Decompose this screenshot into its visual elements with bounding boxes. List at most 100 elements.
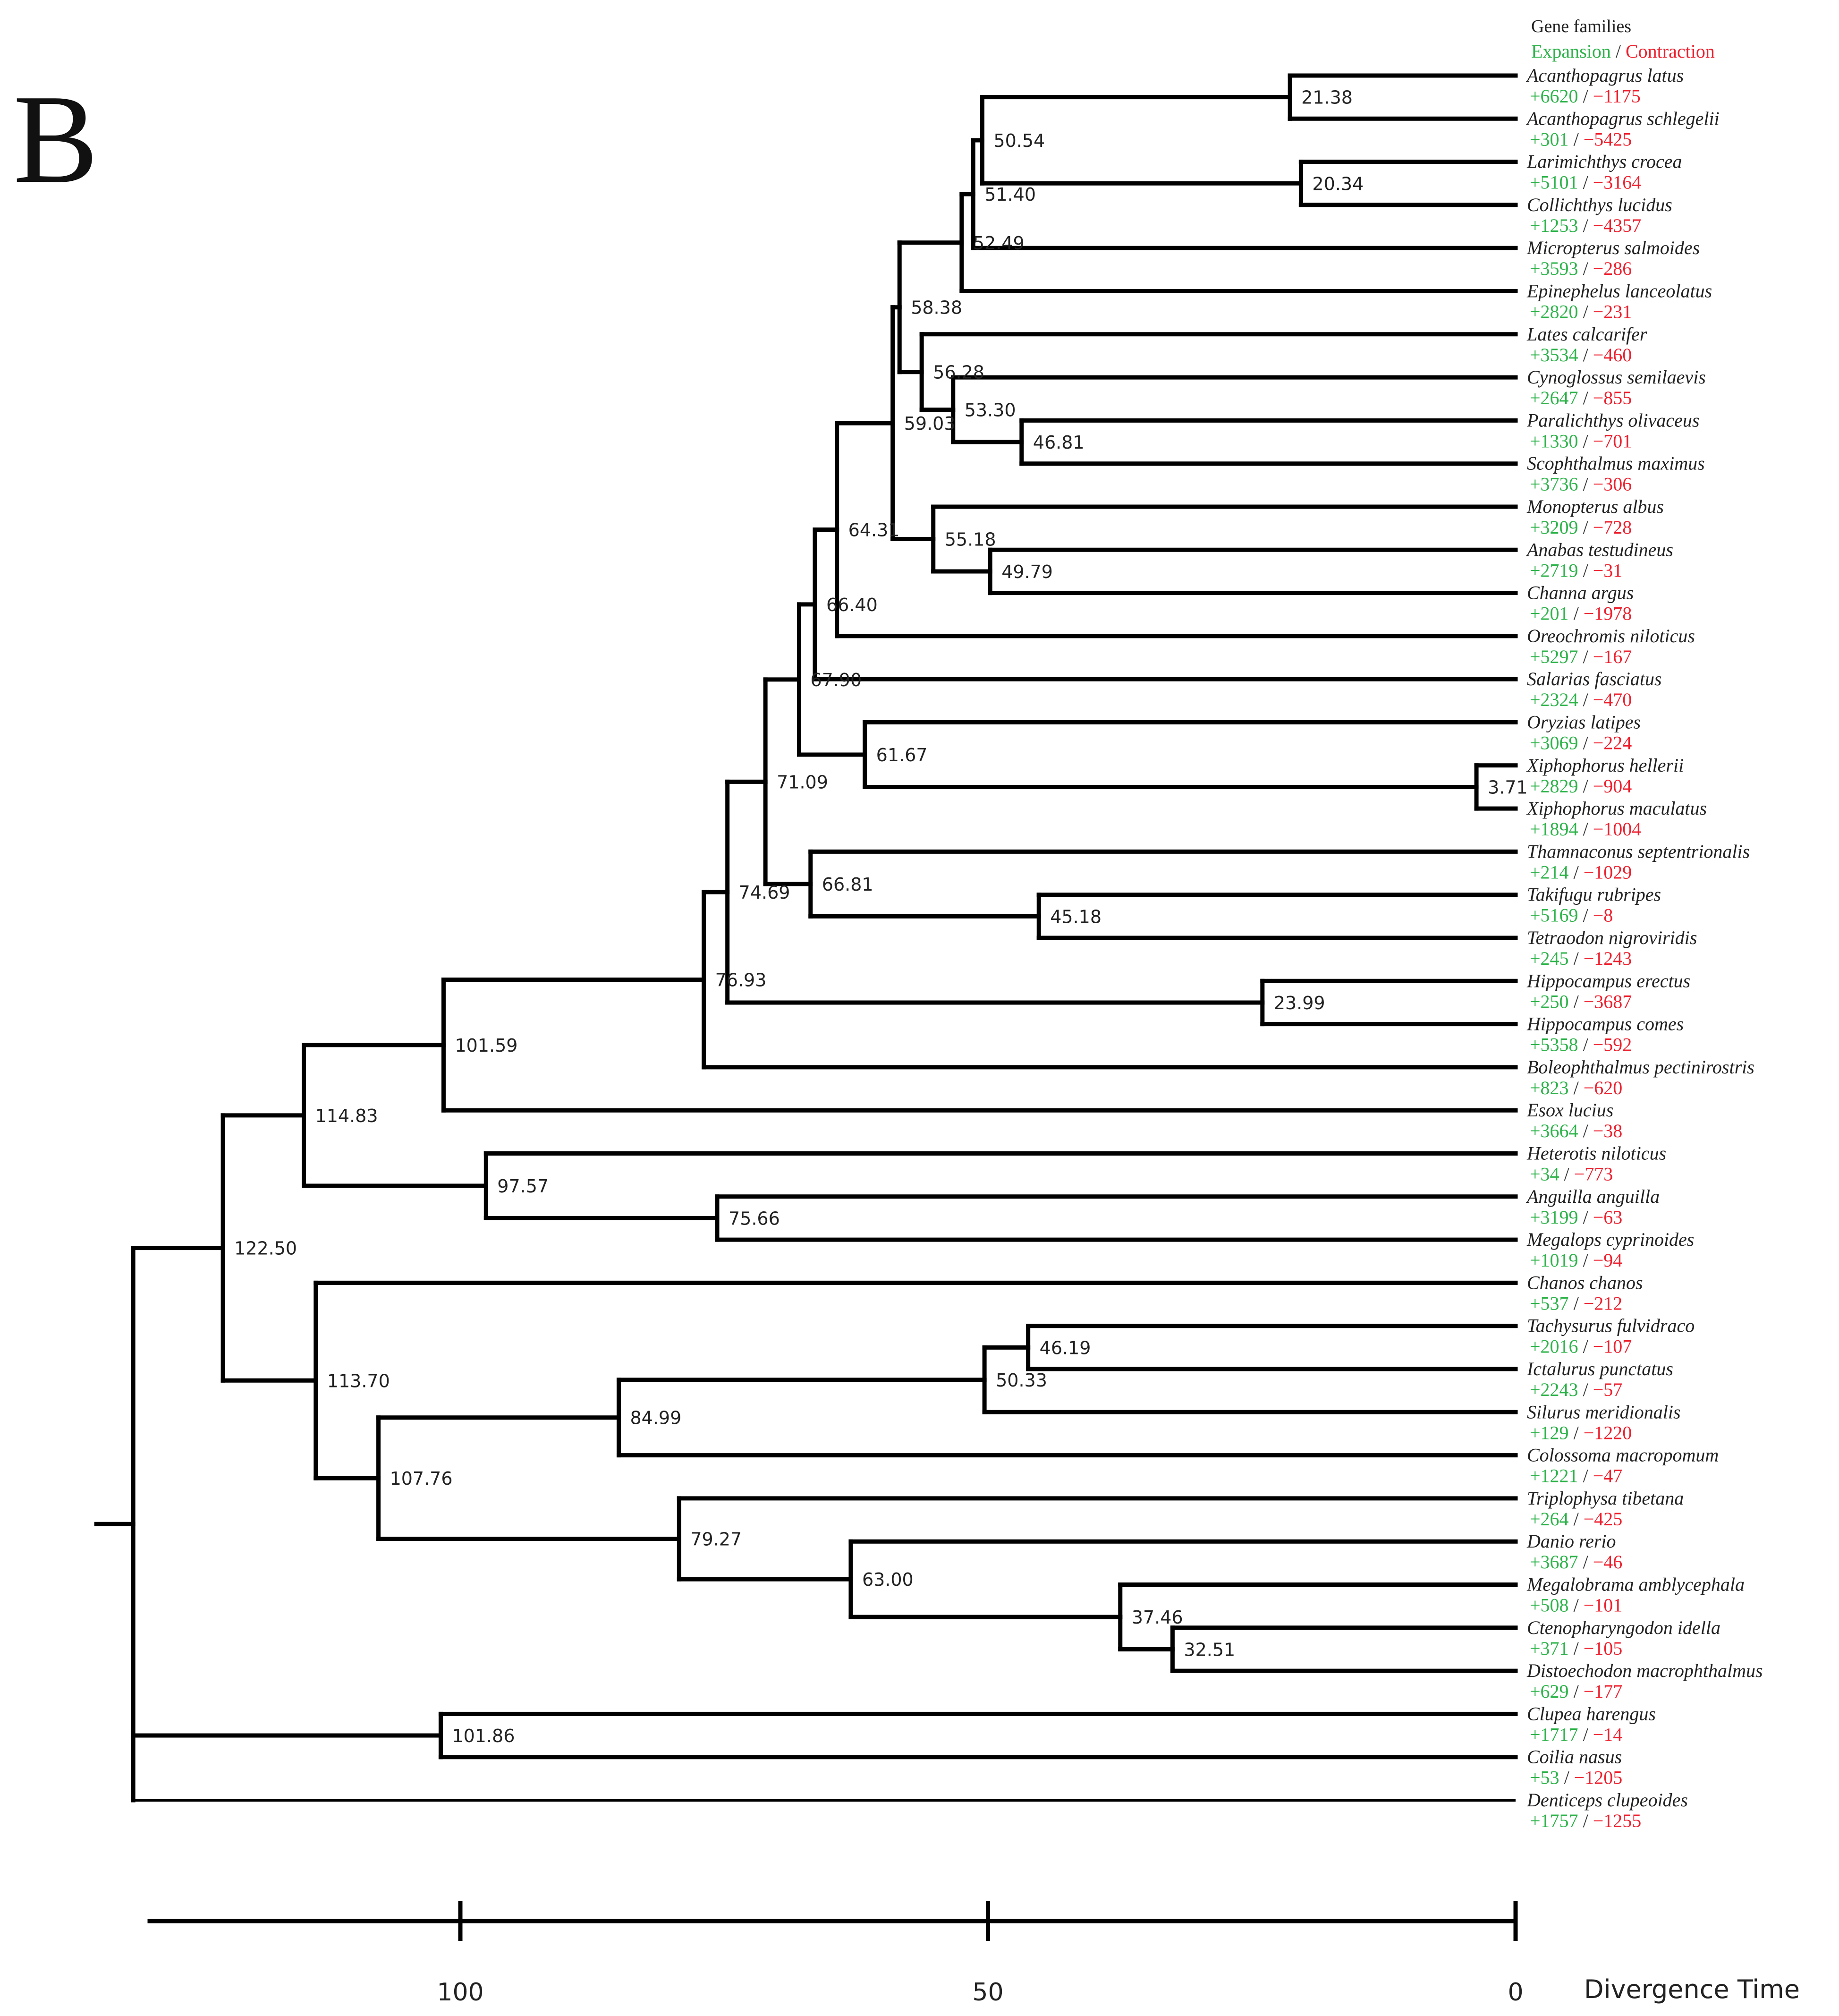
gene-family-counts: +2016 / −107 — [1530, 1336, 1632, 1357]
expansion-count: +6620 — [1530, 85, 1578, 107]
contraction-count: −3164 — [1593, 172, 1642, 193]
contraction-count: −1255 — [1593, 1810, 1642, 1831]
expansion-count: +3664 — [1530, 1120, 1578, 1141]
axis-title: Divergence Time — [1584, 1974, 1800, 2004]
expansion-count: +1253 — [1530, 215, 1578, 236]
count-separator: / — [1578, 85, 1593, 107]
count-separator: / — [1559, 1164, 1574, 1185]
taxon-name: Oryzias latipes — [1527, 712, 1641, 733]
gene-family-counts: +1253 / −4357 — [1530, 215, 1641, 236]
gene-family-counts: +3687 / −46 — [1530, 1551, 1622, 1573]
node-age-label: 45.18 — [1050, 906, 1102, 927]
gene-family-counts: +2820 / −231 — [1530, 301, 1632, 323]
taxon-name: Danio rerio — [1526, 1531, 1616, 1552]
gene-family-counts: +1717 / −14 — [1530, 1724, 1622, 1745]
gene-family-counts: +201 / −1978 — [1530, 603, 1632, 624]
contraction-count: −177 — [1584, 1681, 1623, 1702]
taxon-name: Chanos chanos — [1527, 1272, 1643, 1293]
taxon-labels: Acanthopagrus latus+6620 / −1175Acanthop… — [1525, 65, 1763, 1831]
count-separator: / — [1569, 128, 1584, 150]
taxon-name: Ictalurus punctatus — [1526, 1358, 1673, 1379]
taxon-name: Boleophthalmus pectinirostris — [1527, 1056, 1754, 1078]
node-age-label: 74.69 — [739, 882, 790, 903]
count-separator: / — [1578, 1034, 1593, 1055]
node-age-label: 66.81 — [822, 874, 873, 895]
node-age-label: 59.03 — [904, 413, 956, 434]
gene-family-counts: +34 / −773 — [1530, 1164, 1613, 1185]
expansion-count: +2647 — [1530, 387, 1578, 408]
count-separator: / — [1578, 517, 1593, 538]
gene-family-counts: +5101 / −3164 — [1530, 172, 1641, 193]
contraction-count: −460 — [1593, 344, 1632, 366]
node-age-label: 107.76 — [390, 1468, 453, 1489]
count-separator: / — [1578, 646, 1593, 667]
taxon-name: Xiphophorus hellerii — [1526, 755, 1684, 776]
contraction-count: −107 — [1593, 1336, 1632, 1357]
contraction-count: −8 — [1593, 905, 1613, 926]
contraction-count: −1243 — [1584, 948, 1632, 969]
legend-separator: / — [1611, 41, 1626, 62]
taxon-name: Larimichthys crocea — [1526, 151, 1682, 172]
node-age-label: 122.50 — [234, 1238, 297, 1259]
taxon-name: Distoechodon macrophthalmus — [1526, 1660, 1763, 1681]
expansion-count: +250 — [1530, 991, 1569, 1012]
taxon-name: Scophthalmus maximus — [1527, 453, 1705, 474]
gene-family-counts: +1757 / −1255 — [1530, 1810, 1641, 1831]
expansion-count: +301 — [1530, 128, 1569, 150]
node-age-label: 53.30 — [965, 400, 1016, 421]
gene-family-counts: +2719 / −31 — [1530, 560, 1622, 581]
node-age-label: 37.46 — [1132, 1607, 1183, 1628]
count-separator: / — [1569, 1638, 1584, 1659]
node-age-label: 75.66 — [729, 1208, 780, 1229]
node-age-label: 49.79 — [1001, 561, 1053, 582]
expansion-count: +1330 — [1530, 430, 1578, 451]
gene-family-counts: +823 / −620 — [1530, 1077, 1622, 1098]
contraction-count: −620 — [1584, 1077, 1623, 1098]
contraction-count: −101 — [1584, 1595, 1623, 1616]
axis-tick-label: 50 — [972, 1978, 1003, 2007]
gene-family-counts: +5358 / −592 — [1530, 1034, 1632, 1055]
node-age-label: 66.40 — [826, 595, 878, 615]
gene-family-counts: +537 / −212 — [1530, 1293, 1622, 1314]
count-separator: / — [1578, 1336, 1593, 1357]
gene-family-counts: +264 / −425 — [1530, 1508, 1622, 1530]
gene-family-counts: +3069 / −224 — [1530, 732, 1632, 754]
contraction-count: −46 — [1593, 1551, 1623, 1573]
expansion-count: +53 — [1530, 1767, 1559, 1788]
expansion-count: +201 — [1530, 603, 1569, 624]
gene-family-counts: +508 / −101 — [1530, 1595, 1622, 1616]
count-separator: / — [1569, 1077, 1584, 1098]
taxon-name: Collichthys lucidus — [1527, 194, 1672, 215]
node-age-label: 51.40 — [984, 184, 1036, 205]
gene-family-counts: +3199 / −63 — [1530, 1207, 1622, 1228]
contraction-count: −306 — [1593, 474, 1632, 495]
gene-family-counts: +1330 / −701 — [1530, 430, 1632, 451]
count-separator: / — [1569, 991, 1584, 1012]
contraction-count: −855 — [1593, 387, 1632, 408]
taxon-name: Hippocampus erectus — [1526, 970, 1690, 991]
node-age-label: 67.90 — [810, 670, 862, 690]
gene-family-counts: +5297 / −167 — [1530, 646, 1632, 667]
expansion-count: +537 — [1530, 1293, 1569, 1314]
taxon-name: Cynoglossus semilaevis — [1527, 366, 1706, 388]
taxon-name: Heterotis niloticus — [1526, 1143, 1666, 1164]
taxon-name: Colossoma macropomum — [1527, 1445, 1719, 1466]
node-age-label: 84.99 — [630, 1408, 681, 1429]
expansion-count: +2719 — [1530, 560, 1578, 581]
panel-label: B — [13, 68, 98, 210]
contraction-count: −470 — [1593, 689, 1632, 710]
legend-expansion: Expansion — [1531, 41, 1611, 62]
gene-family-counts: +371 / −105 — [1530, 1638, 1622, 1659]
contraction-count: −286 — [1593, 258, 1632, 279]
count-separator: / — [1578, 1379, 1593, 1400]
taxon-name: Esox lucius — [1526, 1099, 1613, 1121]
contraction-count: −1205 — [1574, 1767, 1623, 1788]
count-separator: / — [1559, 1767, 1574, 1788]
node-age-label: 71.09 — [777, 772, 828, 792]
contraction-count: −231 — [1593, 301, 1632, 323]
gene-family-counts: +3209 / −728 — [1530, 517, 1632, 538]
node-age-label: 58.38 — [911, 298, 962, 318]
count-separator: / — [1578, 258, 1593, 279]
expansion-count: +2829 — [1530, 775, 1578, 797]
contraction-count: −38 — [1593, 1120, 1623, 1141]
